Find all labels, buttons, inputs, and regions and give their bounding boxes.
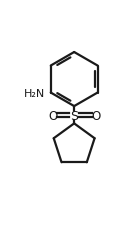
Text: S: S: [70, 109, 78, 122]
Text: H₂N: H₂N: [24, 88, 45, 98]
Text: O: O: [48, 109, 57, 122]
Text: O: O: [91, 109, 100, 122]
